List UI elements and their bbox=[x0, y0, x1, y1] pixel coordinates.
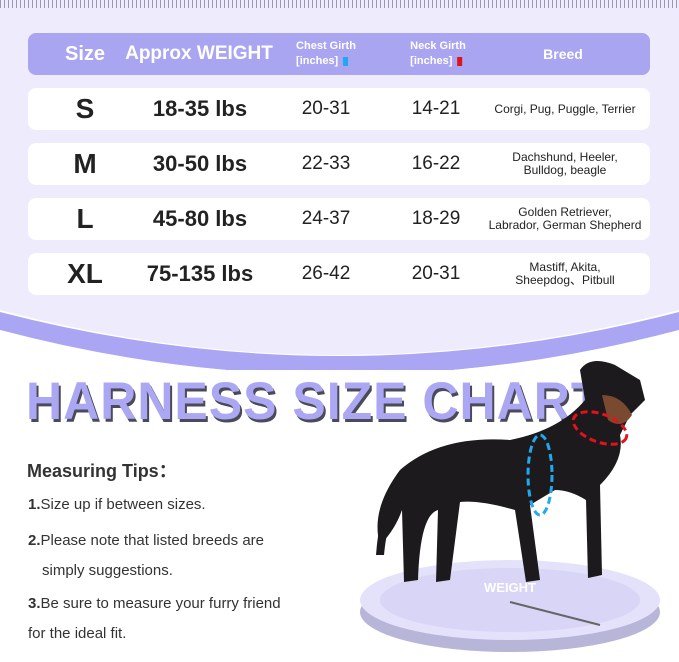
cell-chest: 26-42 bbox=[301, 263, 351, 284]
tip-item: 2.Please note that listed breeds are simp… bbox=[28, 532, 264, 579]
table-row: S 18-35 lbs 20-31 14-21 Corgi, Pug, Pugg… bbox=[28, 88, 650, 130]
cell-size: S bbox=[75, 93, 95, 124]
scale-label: WEIGHT bbox=[484, 580, 536, 595]
table-row: XL 75-135 lbs 26-42 20-31 Mastiff, Akita… bbox=[28, 253, 650, 295]
cell-chest: 24-37 bbox=[301, 208, 351, 229]
header-weight: Approx WEIGHT bbox=[125, 43, 273, 64]
cell-weight: 18-35 lbs bbox=[152, 96, 248, 121]
dog-silhouette bbox=[376, 361, 645, 582]
cell-neck: 14-21 bbox=[411, 98, 461, 119]
table-row: L 45-80 lbs 24-37 18-29 Golden Retriever… bbox=[28, 198, 650, 240]
cell-breed: Corgi, Pug, Puggle, Terrier bbox=[494, 101, 636, 116]
tips-heading: Measuring Tips： bbox=[27, 461, 177, 481]
table-row: M 30-50 lbs 22-33 16-22 Dachshund, Heele… bbox=[28, 143, 650, 185]
table-header: Size Approx WEIGHT Chest Girth [inches] N… bbox=[28, 33, 650, 75]
cell-neck: 20-31 bbox=[411, 263, 461, 284]
neck-color-swatch bbox=[457, 56, 463, 66]
header-breed: Breed bbox=[543, 46, 583, 62]
cell-chest: 22-33 bbox=[301, 153, 351, 174]
cell-weight: 30-50 lbs bbox=[152, 151, 248, 176]
cell-weight: 75-135 lbs bbox=[146, 261, 254, 286]
tip-item: 1.Size up if between sizes. bbox=[28, 496, 206, 513]
cell-breed: Mastiff, Akita, Sheepdog、Pitbull bbox=[515, 260, 615, 287]
dog-illustration: WEIGHT bbox=[360, 361, 660, 652]
tip-item: 3.Be sure to measure your furry friend fo… bbox=[28, 595, 281, 642]
cell-neck: 16-22 bbox=[411, 153, 461, 174]
header-size: Size bbox=[64, 42, 106, 65]
cell-chest: 20-31 bbox=[301, 98, 351, 119]
cell-size: XL bbox=[67, 258, 103, 289]
ruler-decoration bbox=[0, 0, 679, 8]
cell-weight: 45-80 lbs bbox=[152, 206, 248, 231]
chest-color-swatch bbox=[343, 56, 349, 66]
page-title: HARNESS SIZE CHART bbox=[26, 371, 603, 431]
weight-scale: WEIGHT bbox=[360, 560, 660, 652]
cell-breed: Dachshund, Heeler, Bulldog, beagle bbox=[512, 150, 618, 177]
header-neck: Neck Girth [inches] bbox=[410, 40, 466, 67]
cell-breed: Golden Retriever, Labrador, German Shephe… bbox=[488, 205, 642, 232]
chest-girth-marker bbox=[526, 433, 554, 517]
cell-size: M bbox=[73, 148, 97, 179]
cell-neck: 18-29 bbox=[411, 208, 461, 229]
cell-size: L bbox=[76, 203, 94, 234]
header-chest: Chest Girth [inches] bbox=[296, 40, 356, 67]
neck-girth-marker bbox=[571, 410, 629, 446]
